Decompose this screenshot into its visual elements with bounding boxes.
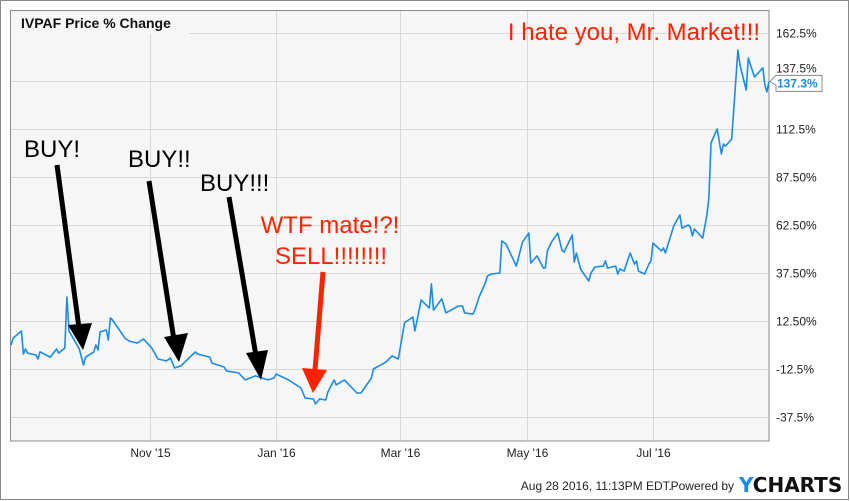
legend-title: IVPAF Price % Change xyxy=(21,15,171,31)
footer-powered-by: Powered by xyxy=(671,479,734,493)
y-axis: 162.5% 137.5% 112.5% 87.50% 62.50% 37.50% 12.5… xyxy=(776,27,817,425)
x-tick-label: Jul '16 xyxy=(636,446,671,460)
y-tick-label: -12.5% xyxy=(776,363,814,377)
y-tick-label: 162.5% xyxy=(776,27,817,41)
y-tick-label: 137.5% xyxy=(776,61,817,75)
arrow-buy-3 xyxy=(226,196,268,380)
annotations: BUY! BUY!! BUY!!! WTF mate!?! SELL!!!!!!… xyxy=(24,19,760,393)
legend: IVPAF Price % Change xyxy=(11,11,189,34)
footer-timestamp: Aug 28 2016, 11:13PM EDT. xyxy=(521,479,672,493)
x-axis: Nov '15 Jan '16 Mar '16 May '16 Jul '16 xyxy=(130,446,671,460)
annotation-buy-2: BUY!! xyxy=(128,146,191,173)
x-tick-label: May '16 xyxy=(507,446,549,460)
y-tick-label: 87.50% xyxy=(776,171,817,185)
x-tick-label: Jan '16 xyxy=(257,446,296,460)
annotation-mr-market: I hate you, Mr. Market!!! xyxy=(508,19,760,46)
last-value-label: 137.3% xyxy=(777,76,818,90)
y-tick-label: 12.50% xyxy=(776,315,817,329)
x-tick-label: Nov '15 xyxy=(130,446,171,460)
last-value-callout: 137.3% xyxy=(769,74,823,92)
footer: Aug 28 2016, 11:13PM EDT. Powered by YCH… xyxy=(521,473,842,497)
last-value-box xyxy=(769,74,823,92)
x-tick-label: Mar '16 xyxy=(381,446,421,460)
ycharts-logo: YCHARTS xyxy=(738,473,842,497)
arrow-buy-2 xyxy=(146,180,188,362)
y-tick-label: 62.50% xyxy=(776,219,817,233)
series-line xyxy=(10,49,770,405)
legend-box xyxy=(11,11,189,34)
arrow-buy-1 xyxy=(54,164,92,350)
y-tick-label: 37.50% xyxy=(776,267,817,281)
annotation-buy-3: BUY!!! xyxy=(200,170,269,197)
y-tick-label: -37.5% xyxy=(776,411,814,425)
annotation-wtf: WTF mate!?! xyxy=(261,212,400,239)
annotation-sell: SELL!!!!!!!! xyxy=(275,243,387,270)
gridlines xyxy=(11,11,769,441)
annotation-buy-1: BUY! xyxy=(24,136,80,163)
y-tick-label: 112.5% xyxy=(776,123,816,137)
svg-text:YCHARTS: YCHARTS xyxy=(738,473,842,497)
arrow-sell xyxy=(302,271,327,393)
